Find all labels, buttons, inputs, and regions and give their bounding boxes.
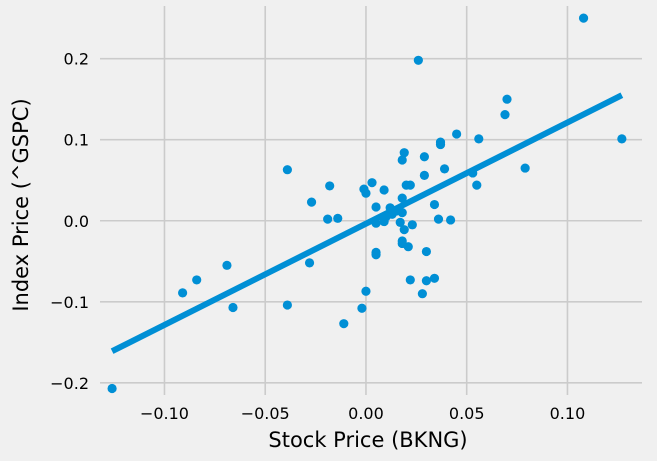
y-tick-label: 0.1: [64, 131, 89, 150]
points-layer: [107, 13, 627, 394]
y-tick-label: 0.2: [64, 50, 89, 69]
data-point: [452, 129, 462, 139]
data-point: [405, 180, 415, 190]
x-tick-label: −0.10: [140, 404, 189, 423]
data-point: [468, 168, 478, 178]
data-point: [413, 55, 423, 65]
data-point: [361, 188, 371, 198]
data-point: [445, 215, 456, 225]
data-point: [403, 242, 413, 252]
grid: [100, 6, 642, 395]
data-point: [417, 289, 427, 299]
x-tick-labels: −0.10 −0.05 0.00 0.05 0.10: [140, 404, 585, 423]
data-point: [282, 300, 292, 310]
data-point: [429, 273, 440, 283]
y-tick-labels: −0.2 −0.1 0.0 0.1 0.2: [50, 50, 89, 393]
data-point: [371, 218, 381, 228]
data-point: [419, 170, 429, 180]
data-point: [472, 180, 482, 190]
data-point: [371, 202, 381, 212]
data-point: [399, 225, 409, 235]
data-point: [397, 155, 407, 165]
x-tick-label: −0.05: [241, 404, 290, 423]
data-point: [405, 275, 415, 285]
data-point: [361, 286, 371, 296]
y-tick-label: −0.1: [50, 293, 89, 312]
data-point: [407, 220, 417, 230]
data-point: [500, 109, 510, 120]
data-point: [371, 250, 381, 260]
data-point: [228, 302, 238, 313]
data-point: [222, 260, 232, 270]
data-point: [502, 94, 512, 104]
fit-line-layer: [110, 92, 624, 354]
data-point: [333, 213, 343, 223]
data-point: [367, 178, 377, 188]
data-point: [439, 164, 450, 174]
data-point: [107, 383, 117, 394]
data-point: [421, 246, 432, 257]
x-tick-label: 0.05: [449, 404, 485, 423]
x-tick-label: 0.00: [348, 404, 384, 423]
x-tick-label: 0.10: [550, 404, 586, 423]
data-point: [304, 258, 315, 268]
data-point: [421, 276, 432, 286]
data-point: [339, 319, 349, 329]
data-point: [578, 13, 589, 23]
data-point: [379, 185, 389, 195]
data-point: [429, 199, 440, 210]
data-point: [435, 139, 446, 150]
x-axis-label: Stock Price (BKNG): [268, 428, 467, 452]
data-point: [520, 163, 530, 173]
y-tick-label: −0.2: [50, 374, 89, 393]
data-point: [395, 217, 405, 227]
data-point: [391, 206, 401, 216]
data-point: [323, 214, 333, 224]
data-point: [357, 303, 367, 313]
data-point: [192, 275, 202, 285]
data-point: [379, 216, 389, 227]
data-point: [397, 193, 407, 203]
data-point: [433, 214, 444, 224]
data-point: [617, 134, 627, 144]
data-point: [325, 181, 335, 191]
data-point: [419, 152, 429, 162]
y-tick-label: 0.0: [64, 212, 89, 231]
data-point: [399, 148, 409, 158]
data-point: [178, 288, 188, 298]
y-axis-label: Index Price (^GSPC): [9, 98, 33, 311]
regression-line: [110, 92, 624, 354]
data-point: [282, 165, 292, 175]
data-point: [474, 134, 484, 144]
data-point: [306, 197, 317, 207]
